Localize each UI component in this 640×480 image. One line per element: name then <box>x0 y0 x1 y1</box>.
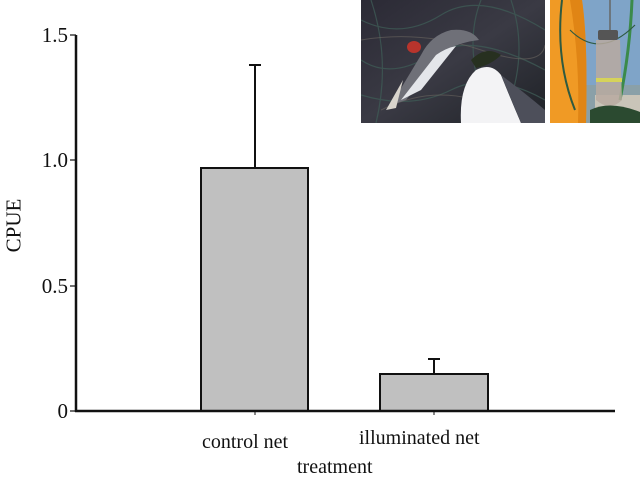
y-tick-label: 1.0 <box>41 148 68 172</box>
y-axis-title: CPUE <box>1 198 26 253</box>
y-tick-label: 0.5 <box>41 274 68 298</box>
bar-illuminated-net <box>379 373 489 412</box>
y-tick-label: 1.5 <box>41 23 68 47</box>
bar-control-net <box>200 167 309 412</box>
x-category-label: control net <box>202 431 289 453</box>
inset-photo-net-light <box>550 0 640 123</box>
x-axis-title: treatment <box>297 456 373 478</box>
inset-photo-seabird <box>361 0 545 123</box>
y-tick-label: 0 <box>57 399 69 423</box>
x-category-label: illuminated net <box>359 427 480 449</box>
